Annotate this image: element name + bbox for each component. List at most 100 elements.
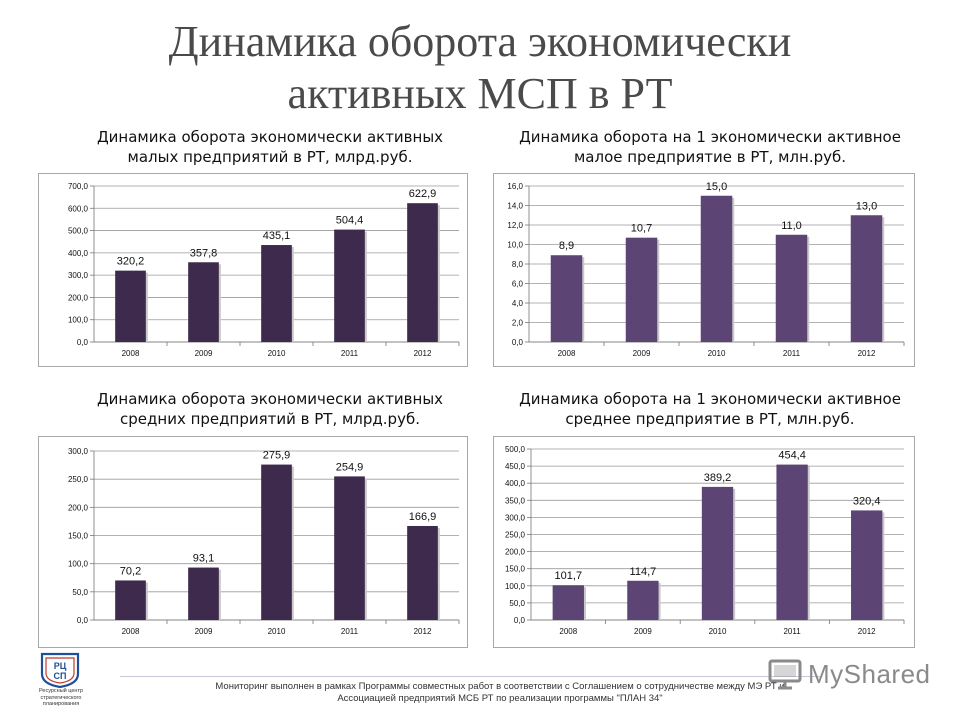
y-tick-label: 0,0 — [512, 338, 524, 347]
bar — [261, 464, 292, 620]
y-tick-label: 500,0 — [505, 445, 526, 454]
bar — [552, 585, 584, 620]
data-label: 8,9 — [559, 240, 574, 252]
data-label: 15,0 — [706, 181, 727, 193]
bar — [700, 195, 733, 342]
data-label: 357,8 — [190, 247, 218, 259]
data-label: 10,7 — [631, 223, 652, 235]
y-tick-label: 250,0 — [505, 531, 526, 540]
logo-mark-icon: РЦ СП — [40, 652, 80, 689]
bar — [550, 255, 583, 342]
panel-4-title-line-1: Динамика оборота на 1 экономически актив… — [519, 390, 901, 408]
x-tick-label: 2012 — [858, 627, 876, 636]
y-tick-label: 100,0 — [68, 316, 89, 325]
x-tick-label: 2011 — [783, 349, 801, 358]
x-tick-label: 2010 — [268, 349, 286, 358]
x-tick-label: 2012 — [414, 627, 432, 636]
panel-2-title: Динамика оборота на 1 экономически актив… — [490, 127, 930, 167]
y-tick-label: 16,0 — [507, 182, 523, 191]
chart-1-svg: 0,0 100,0 200,0 300,0 400,0 500,0 600,0 700,0 32… — [68, 182, 460, 358]
chart-small-enterprises-turnover: 0,0 100,0 200,0 300,0 400,0 500,0 600,0 700,0 32… — [38, 173, 468, 367]
y-tick-label: 12,0 — [507, 221, 523, 230]
y-tick-label: 100,0 — [68, 560, 89, 569]
chart-2-svg: 0,0 2,0 4,0 6,0 8,0 10,0 12,0 14,0 16,0 8,9 2008 10… — [507, 181, 905, 358]
panel-4-title: Динамика оборота на 1 экономически актив… — [490, 389, 930, 429]
bar — [775, 234, 808, 342]
y-tick-label: 400,0 — [505, 479, 526, 488]
panel-1-title: Динамика оборота экономически активных м… — [60, 127, 480, 167]
footer-line-2: Ассоциацией предприятий МСБ РТ по реализ… — [337, 693, 663, 704]
y-tick-label: 250,0 — [68, 475, 89, 484]
x-tick-label: 2009 — [633, 349, 651, 358]
y-tick-label: 6,0 — [512, 280, 524, 289]
bar — [261, 245, 292, 342]
x-tick-label: 2010 — [268, 627, 286, 636]
presentation-icon — [768, 659, 802, 690]
data-label: 622,9 — [409, 188, 437, 200]
y-tick-label: 8,0 — [512, 260, 524, 269]
panel-1-title-line-2: малых предприятий в РТ, млрд.руб. — [127, 148, 413, 166]
y-tick-label: 150,0 — [68, 532, 89, 541]
y-tick-label: 200,0 — [505, 548, 526, 557]
bar — [627, 580, 659, 620]
bar — [115, 580, 146, 620]
data-label: 389,2 — [704, 472, 732, 484]
logo-caption: Ресурсный центр стратегического планиров… — [38, 688, 84, 707]
chart-4-svg: 0,0 50,0 100,0 150,0 200,0 250,0 300,0 350,0 400… — [505, 445, 905, 636]
y-tick-label: 10,0 — [507, 241, 523, 250]
y-tick-label: 300,0 — [505, 513, 526, 522]
bar — [407, 203, 438, 342]
panel-4-title-line-2: среднее предприятие в РТ, млн.руб. — [565, 410, 855, 428]
svg-text:СП: СП — [54, 671, 67, 681]
panel-2-title-line-2: малое предприятие в РТ, млн.руб. — [573, 148, 847, 166]
data-label: 320,4 — [853, 495, 881, 507]
data-label: 114,7 — [630, 566, 657, 578]
y-tick-label: 2,0 — [512, 319, 524, 328]
x-tick-label: 2011 — [783, 627, 801, 636]
chart-3-svg: 0,0 50,0 100,0 150,0 200,0 250,0 300,0 70,2 2008… — [68, 447, 460, 636]
y-tick-label: 100,0 — [505, 582, 526, 591]
page-title-line-1: Динамика оборота экономически — [168, 17, 792, 66]
y-tick-label: 300,0 — [68, 447, 89, 456]
data-label: 93,1 — [193, 553, 214, 565]
data-label: 11,0 — [781, 220, 802, 232]
x-tick-label: 2009 — [195, 627, 213, 636]
chart-medium-enterprise-avg-turnover: 0,0 50,0 100,0 150,0 200,0 250,0 300,0 350,0 400… — [493, 436, 915, 648]
bar — [407, 525, 438, 620]
y-tick-label: 0,0 — [514, 616, 526, 625]
svg-text:РЦ: РЦ — [54, 661, 67, 671]
y-tick-label: 200,0 — [68, 293, 89, 302]
y-tick-label: 50,0 — [72, 588, 88, 597]
bar — [334, 229, 365, 342]
y-tick-label: 500,0 — [68, 227, 89, 236]
y-tick-label: 150,0 — [505, 565, 526, 574]
bar — [334, 476, 365, 620]
footer-note: Мониторинг выполнен в рамках Программы с… — [190, 681, 810, 705]
x-tick-label: 2008 — [122, 627, 140, 636]
bar — [701, 486, 734, 620]
data-label: 435,1 — [263, 230, 291, 242]
data-label: 101,7 — [555, 570, 583, 582]
organization-logo: РЦ СП — [30, 652, 90, 714]
x-tick-label: 2008 — [559, 627, 577, 636]
chart-medium-enterprises-turnover: 0,0 50,0 100,0 150,0 200,0 250,0 300,0 70,2 2008… — [38, 436, 468, 648]
bar — [188, 567, 219, 620]
x-tick-label: 2009 — [634, 627, 652, 636]
x-tick-label: 2010 — [709, 627, 727, 636]
x-tick-label: 2008 — [558, 349, 576, 358]
panel-2-title-line-1: Динамика оборота на 1 экономически актив… — [519, 128, 901, 146]
footer-line-1: Мониторинг выполнен в рамках Программы с… — [215, 681, 785, 692]
y-tick-label: 600,0 — [68, 204, 89, 213]
watermark: MyShared — [768, 654, 938, 694]
data-label: 275,9 — [263, 450, 291, 462]
x-tick-label: 2009 — [195, 349, 213, 358]
footer-divider — [120, 676, 820, 677]
data-label: 454,4 — [778, 450, 806, 462]
y-tick-label: 400,0 — [68, 249, 89, 258]
bar — [115, 270, 146, 342]
chart-small-enterprise-avg-turnover: 0,0 2,0 4,0 6,0 8,0 10,0 12,0 14,0 16,0 8,9 2008 10… — [493, 173, 915, 367]
y-tick-label: 200,0 — [68, 503, 89, 512]
data-label: 504,4 — [336, 215, 364, 227]
data-label: 70,2 — [120, 565, 141, 577]
page-title: Динамика оборота экономически активных М… — [60, 16, 900, 120]
